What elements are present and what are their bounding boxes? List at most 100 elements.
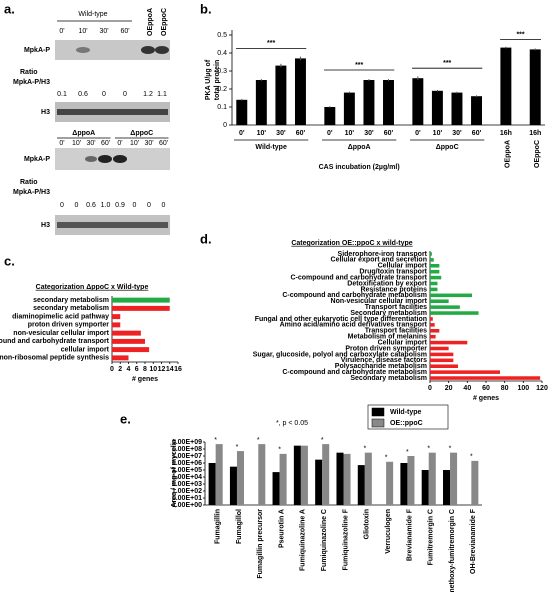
x-tick-label: 40 [463,385,471,392]
bar [430,358,454,363]
bar [208,463,216,505]
category-label: diaminopimelic acid pathway [12,313,109,320]
bar [400,463,408,505]
blot-time: 30' [99,28,108,35]
blot-group-label: ΔppoA [72,130,95,137]
category-label: proton driven symporter [28,322,110,329]
x-tick-label: 8 [143,366,147,373]
bar [500,47,512,125]
x-tick-label: 10' [257,130,267,137]
bar [236,99,248,125]
bar [430,305,460,309]
significance: *** [516,31,524,38]
bar [430,334,436,339]
y-axis-label: PKA U/µg of [205,59,212,100]
category-label: Cellular export and secretion [331,257,427,264]
x-tick-label: 30' [276,130,286,137]
blot-time: 60' [159,140,168,147]
x-axis-label: CAS incubation (2µg/ml) [319,164,400,171]
bar [112,338,145,344]
y-tick-label: 0 [223,122,227,129]
group-label: Wild-type [255,144,287,151]
bar [471,96,483,125]
bar [275,65,287,125]
blot-oe-label: OEppoC [161,8,168,36]
significance: * [321,437,324,444]
panel-label: e. [120,411,131,426]
significance: * [214,437,217,444]
bar [471,460,479,505]
bar [324,107,336,125]
bar [430,269,440,274]
bar [450,452,458,505]
x-tick-label: 10' [433,130,443,137]
bar [407,456,415,505]
category-label: secondary metabolism [33,297,109,304]
category-label: cellular import [61,346,110,353]
x-tick-label: 0' [415,130,421,137]
panel-label: b. [200,1,212,16]
bar [255,80,267,125]
x-tick-label: 20 [445,385,453,392]
significance: * [406,449,409,456]
bar [412,78,424,125]
bar [430,275,442,280]
y-tick-label: 0.2 [217,86,227,93]
bar [428,452,436,505]
category-label: Polysaccharide metabolism [335,363,427,370]
x-tick-label: 0 [110,366,114,373]
category-label: C-compound and carbohydrate transport [290,274,427,281]
bar [112,355,129,361]
bar [430,370,500,374]
bar [430,340,468,345]
category-label: non-ribosomal peptide synthesis [0,355,109,362]
y-tick-label: 1.00E+00 [172,502,202,509]
bar [236,451,244,505]
bar [272,472,280,505]
y-tick-label: 0.4 [217,50,227,57]
x-tick-label: Fumiquinazoline F [342,508,349,570]
blot-oe-label: OEppoA [147,8,154,36]
blot-row-label: H3 [41,222,50,229]
blot-time: 30' [144,140,153,147]
y-tick-label: 1.00E+04 [172,474,202,481]
y-tick-label: 0.1 [217,104,227,111]
bar [430,352,454,357]
ratio-label: Ratio [20,179,38,186]
bar [430,252,432,256]
blot-time: 0' [117,140,122,147]
y-axis-label: Area / mg of mycelia [171,439,178,507]
category-label: Transport facilities [365,304,427,311]
blot-time: 0' [59,28,64,35]
significance: *** [355,62,363,69]
category-label: Virulence, disease factors [341,357,427,364]
bar [112,330,141,336]
blot-row-label: H3 [41,109,50,116]
significance: *** [267,40,275,47]
significance: * [427,446,430,453]
x-tick-label: 16 [174,366,182,373]
legend-swatch [371,418,385,428]
y-tick-label: 1.00E+08 [172,446,202,453]
blot-row-label: MpkA-P [24,156,50,163]
x-tick-label: 60' [472,130,482,137]
blot-time: 30' [86,140,95,147]
bar [258,444,266,505]
category-label: Sugar, glucoside, polyol and carboxylate… [253,351,427,358]
bar [529,49,541,125]
bar [430,317,433,321]
category-label: Resistance proteins [360,286,427,293]
legend-label: Wild-type [390,409,422,416]
bar [294,58,306,125]
group-label: OEppoA [505,140,512,168]
ratio-value: 0 [133,202,137,209]
panel-label: d. [200,231,212,246]
x-tick-label: 100 [517,385,529,392]
significance: * [278,447,281,454]
bar [364,452,372,505]
bar [430,346,449,351]
bar [430,376,541,380]
ratio-value: 0 [147,202,151,209]
bar [363,80,375,125]
category-label: Proton driven symporter [345,345,427,352]
